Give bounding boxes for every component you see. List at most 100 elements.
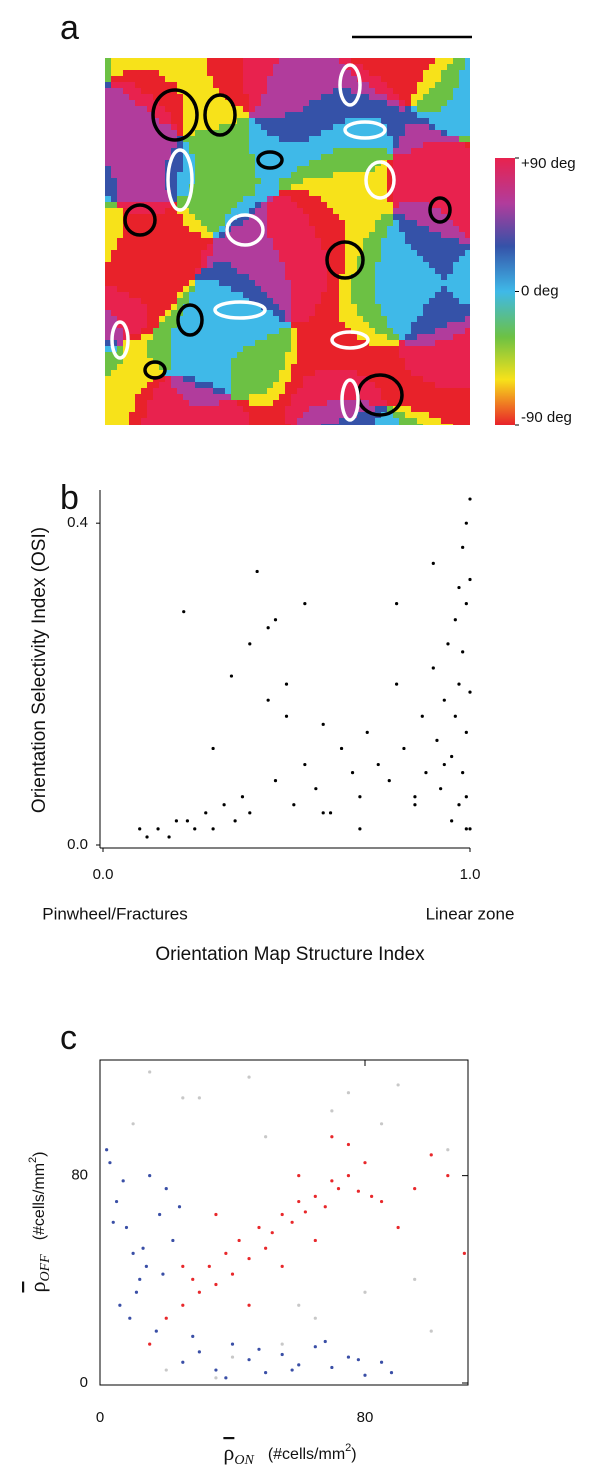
- map-cell: [177, 382, 183, 388]
- map-cell: [411, 406, 417, 412]
- map-cell: [327, 364, 333, 370]
- map-cell: [189, 238, 195, 244]
- plot-frame: [99, 1059, 469, 1386]
- map-cell: [417, 232, 423, 238]
- map-cell: [393, 346, 399, 352]
- map-cell: [183, 148, 189, 154]
- map-cell: [243, 286, 249, 292]
- map-cell: [111, 238, 117, 244]
- map-cell: [147, 70, 153, 76]
- map-cell: [369, 220, 375, 226]
- map-cell: [249, 268, 255, 274]
- map-cell: [105, 268, 111, 274]
- map-cell: [309, 94, 315, 100]
- map-cell: [453, 394, 459, 400]
- map-cell: [273, 244, 279, 250]
- map-cell: [153, 364, 159, 370]
- map-cell: [411, 118, 417, 124]
- map-cell: [321, 400, 327, 406]
- map-cell: [345, 106, 351, 112]
- map-cell: [429, 316, 435, 322]
- map-cell: [363, 394, 369, 400]
- map-cell: [357, 322, 363, 328]
- map-cell: [231, 376, 237, 382]
- map-cell: [303, 202, 309, 208]
- map-cell: [195, 352, 201, 358]
- map-cell: [255, 232, 261, 238]
- map-cell: [417, 418, 423, 424]
- map-cell: [441, 244, 447, 250]
- map-cell: [105, 82, 111, 88]
- map-cell: [135, 292, 141, 298]
- map-cell: [261, 112, 267, 118]
- map-cell: [243, 370, 249, 376]
- map-cell: [375, 214, 381, 220]
- map-cell: [189, 262, 195, 268]
- map-cell: [273, 358, 279, 364]
- map-cell: [339, 196, 345, 202]
- map-cell: [135, 304, 141, 310]
- map-cell: [267, 64, 273, 70]
- map-cell: [369, 274, 375, 280]
- colorbar-label: -90 deg: [521, 409, 572, 426]
- map-cell: [153, 130, 159, 136]
- map-cell: [171, 328, 177, 334]
- map-cell: [111, 112, 117, 118]
- map-cell: [111, 178, 117, 184]
- map-cell: [345, 268, 351, 274]
- map-cell: [315, 412, 321, 418]
- map-cell: [261, 220, 267, 226]
- map-cell: [303, 262, 309, 268]
- map-cell: [129, 382, 135, 388]
- map-cell: [381, 208, 387, 214]
- map-cell: [315, 100, 321, 106]
- map-cell: [393, 274, 399, 280]
- map-cell: [291, 136, 297, 142]
- point: [457, 682, 461, 686]
- map-cell: [375, 406, 381, 412]
- map-cell: [339, 220, 345, 226]
- map-cell: [459, 388, 465, 394]
- map-cell: [405, 328, 411, 334]
- map-cell: [453, 148, 459, 154]
- map-cell: [327, 190, 333, 196]
- map-cell: [273, 208, 279, 214]
- map-cell: [435, 328, 441, 334]
- map-cell: [327, 238, 333, 244]
- map-cell: [393, 142, 399, 148]
- map-cell: [267, 310, 273, 316]
- map-cell: [279, 334, 285, 340]
- map-cell: [303, 394, 309, 400]
- map-cell: [147, 370, 153, 376]
- map-cell: [345, 352, 351, 358]
- map-cell: [135, 160, 141, 166]
- map-cell: [159, 286, 165, 292]
- map-cell: [351, 358, 357, 364]
- map-cell: [291, 88, 297, 94]
- map-cell: [249, 412, 255, 418]
- map-cell: [351, 304, 357, 310]
- map-cell: [147, 58, 153, 64]
- map-cell: [273, 88, 279, 94]
- map-cell: [105, 376, 111, 382]
- map-cell: [345, 88, 351, 94]
- map-cell: [123, 136, 129, 142]
- map-cell: [171, 130, 177, 136]
- map-cell: [297, 298, 303, 304]
- map-cell: [249, 58, 255, 64]
- map-cell: [297, 112, 303, 118]
- map-cell: [315, 82, 321, 88]
- map-cell: [339, 148, 345, 154]
- map-cell: [141, 148, 147, 154]
- map-cell: [207, 394, 213, 400]
- map-cell: [141, 256, 147, 262]
- map-cell: [177, 142, 183, 148]
- map-cell: [375, 244, 381, 250]
- map-cell: [387, 154, 393, 160]
- point: [323, 1205, 327, 1209]
- map-cell: [207, 112, 213, 118]
- point: [214, 1368, 218, 1372]
- map-cell: [261, 238, 267, 244]
- map-cell: [111, 190, 117, 196]
- map-cell: [201, 316, 207, 322]
